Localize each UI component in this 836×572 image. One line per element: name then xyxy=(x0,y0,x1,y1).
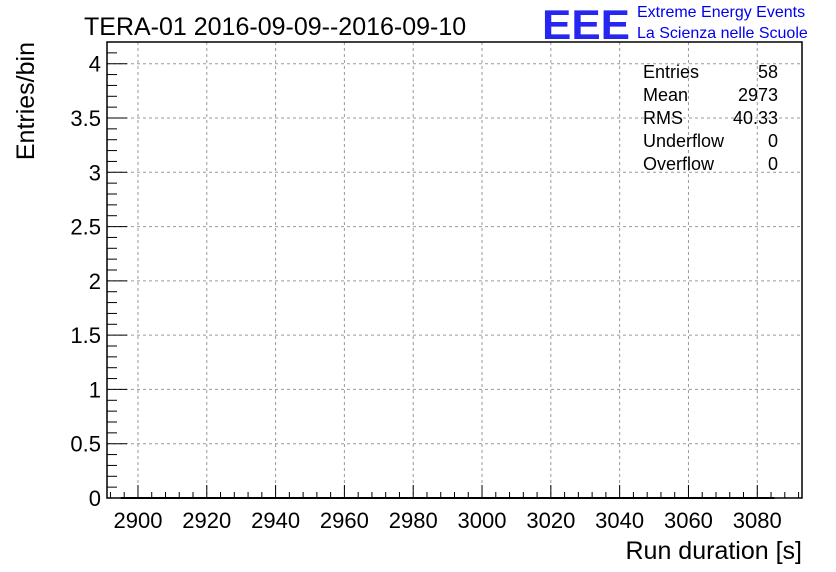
stat-value: 2973 xyxy=(738,85,778,105)
stat-value: 0 xyxy=(768,131,778,151)
stat-value: 0 xyxy=(768,154,778,174)
x-tick-label: 2900 xyxy=(113,508,162,533)
y-tick-label: 2.5 xyxy=(70,215,101,240)
y-axis-title: Entries/bin xyxy=(12,42,40,160)
x-tick-label: 3020 xyxy=(526,508,575,533)
stat-label: Mean xyxy=(643,85,688,105)
logo-line-1: Extreme Energy Events xyxy=(637,4,806,21)
logo-line-2: La Scienza nelle Scuole xyxy=(637,25,808,42)
chart-title: TERA-01 2016-09-09--2016-09-10 xyxy=(84,13,466,41)
y-tick-label: 3.5 xyxy=(70,106,101,131)
tick-labels: 2900 2920 2940 2960 2980 3000 3020 3040 3060 3080… xyxy=(70,52,781,533)
y-tick-label: 2 xyxy=(89,269,101,294)
stat-value: 40.33 xyxy=(733,108,778,128)
y-tick-label: 4 xyxy=(89,52,101,77)
stat-label: RMS xyxy=(643,108,683,128)
y-tick-label: 1.5 xyxy=(70,323,101,348)
y-tick-label: 0.5 xyxy=(70,432,101,457)
stat-label: Overflow xyxy=(643,154,715,174)
x-tick-label: 2940 xyxy=(251,508,300,533)
eee-logo: EEE xyxy=(542,2,630,44)
plot-frame xyxy=(106,41,803,499)
y-tick-label: 0 xyxy=(89,486,101,511)
x-tick-label: 2960 xyxy=(320,508,369,533)
grid-lines xyxy=(107,42,802,498)
statistics-box: Entries 58 Mean 2973 RMS 40.33 Underflow 0 Overf… xyxy=(643,62,778,174)
x-tick-label: 2980 xyxy=(389,508,438,533)
x-axis-title: Run duration [s] xyxy=(626,537,803,565)
stat-label: Entries xyxy=(643,62,699,82)
stat-value: 58 xyxy=(758,62,778,82)
logo-caption: Extreme Energy Events La Scienza nelle S… xyxy=(637,2,808,44)
x-tick-label: 3040 xyxy=(595,508,644,533)
y-tick-label: 1 xyxy=(89,377,101,402)
y-tick-label: 3 xyxy=(89,160,101,185)
x-tick-label: 3000 xyxy=(458,508,507,533)
x-tick-label: 3080 xyxy=(733,508,782,533)
x-tick-label: 2920 xyxy=(182,508,231,533)
x-tick-label: 3060 xyxy=(664,508,713,533)
eee-logo-mark: EEE xyxy=(542,2,630,44)
axis-ticks xyxy=(107,52,800,499)
stat-label: Underflow xyxy=(643,131,725,151)
